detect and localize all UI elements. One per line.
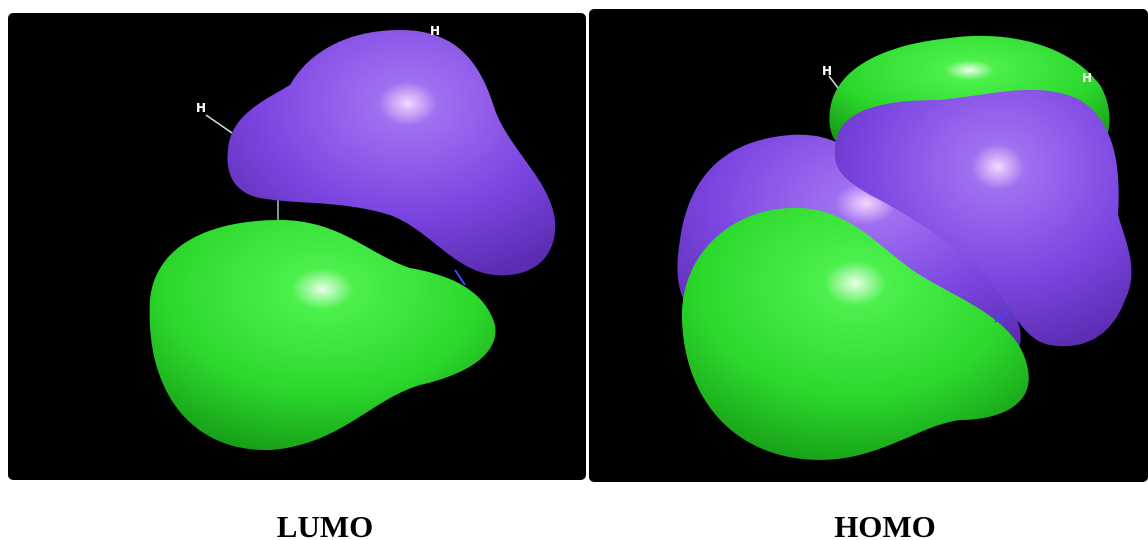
atom-label: H: [822, 64, 832, 78]
figure: H H H H LUMO HOMO: [0, 0, 1148, 540]
caption: HOMO: [834, 509, 936, 540]
page: H H H H LUMO HOMO (() => { const data = …: [0, 0, 1148, 540]
caption: LUMO: [277, 509, 373, 540]
atom-label: H: [1082, 71, 1092, 85]
homo-panel: H H: [589, 9, 1148, 482]
atom-label: H: [196, 101, 206, 115]
lumo-panel: H H: [8, 13, 586, 480]
atom-label: H: [430, 24, 440, 38]
